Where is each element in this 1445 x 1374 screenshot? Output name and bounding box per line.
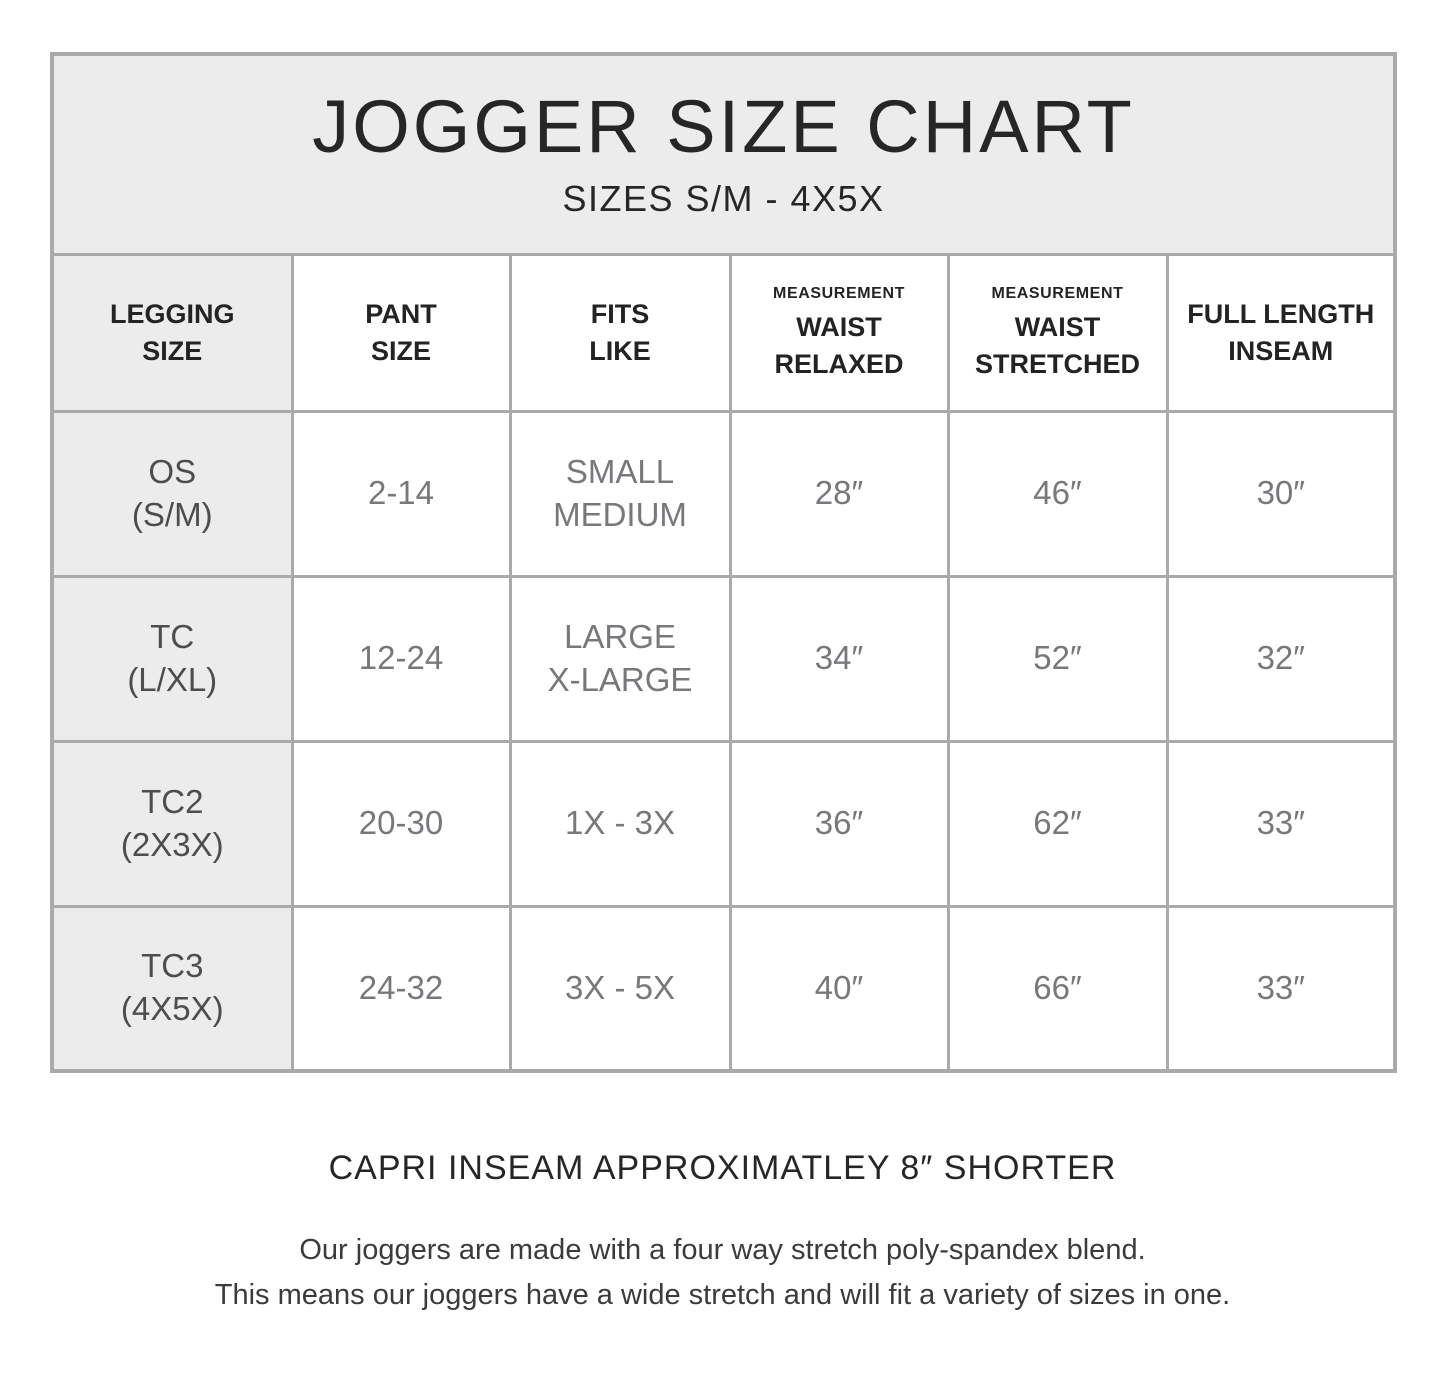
fabric-description-line1: Our joggers are made with a four way str… (299, 1234, 1146, 1266)
column-header-full-length-inseam: FULL LENGTH INSEAM (1165, 252, 1397, 413)
cell-full-length-inseam: 32″ (1165, 574, 1397, 743)
fabric-description: Our joggers are made with a four way str… (50, 1228, 1395, 1318)
column-header-row: LEGGING SIZE PANT SIZE FITS LIKE MEASURE… (50, 252, 1397, 413)
cell-pant-size: 12-24 (290, 574, 512, 743)
size-chart-table: JOGGER SIZE CHART SIZES S/M - 4X5X LEGGI… (50, 52, 1398, 1073)
column-label: PANT SIZE (365, 299, 437, 366)
cell-waist-stretched: 52″ (946, 574, 1169, 743)
row-label-legging-size: TC (L/XL) (50, 574, 294, 743)
capri-inseam-note: CAPRI INSEAM APPROXIMATLEY 8″ SHORTER (328, 1149, 1117, 1187)
column-header-pant-size: PANT SIZE (290, 252, 512, 413)
column-overline: MEASUREMENT (773, 284, 905, 302)
cell-full-length-inseam: 33″ (1165, 904, 1397, 1073)
column-label: WAIST RELAXED (774, 312, 904, 379)
fabric-description-line2: This means our joggers have a wide stret… (214, 1279, 1231, 1311)
column-label: FULL LENGTH INSEAM (1187, 299, 1375, 366)
table-row-tc-lxl: TC (L/XL) 12-24 LARGE X-LARGE 34″ 52″ 32… (50, 574, 1397, 743)
cell-waist-stretched: 62″ (946, 739, 1169, 908)
cell-pant-size: 24-32 (290, 904, 512, 1073)
chart-title: JOGGER SIZE CHART (312, 85, 1135, 169)
table-row-tc3-4x5x: TC3 (4X5X) 24-32 3X - 5X 40″ 66″ 33″ (50, 904, 1397, 1073)
cell-waist-relaxed: 28″ (728, 409, 950, 578)
cell-fits-like: 3X - 5X (508, 904, 732, 1073)
table-row-tc2-2x3x: TC2 (2X3X) 20-30 1X - 3X 36″ 62″ 33″ (50, 739, 1397, 908)
title-band-row: JOGGER SIZE CHART SIZES S/M - 4X5X (50, 52, 1397, 256)
cell-full-length-inseam: 33″ (1165, 739, 1397, 908)
cell-fits-like: 1X - 3X (508, 739, 732, 908)
cell-waist-stretched: 66″ (946, 904, 1169, 1073)
column-header-legging-size: LEGGING SIZE (50, 252, 294, 413)
cell-waist-relaxed: 34″ (728, 574, 950, 743)
cell-waist-relaxed: 36″ (728, 739, 950, 908)
cell-waist-relaxed: 40″ (728, 904, 950, 1073)
column-label: LEGGING SIZE (109, 299, 235, 366)
title-band: JOGGER SIZE CHART SIZES S/M - 4X5X (50, 52, 1397, 256)
cell-pant-size: 20-30 (290, 739, 512, 908)
cell-waist-stretched: 46″ (946, 409, 1169, 578)
column-label: FITS LIKE (589, 299, 651, 366)
column-header-waist-stretched: MEASUREMENT WAIST STRETCHED (946, 252, 1169, 413)
row-label-legging-size: OS (S/M) (50, 409, 294, 578)
cell-fits-like: LARGE X-LARGE (508, 574, 732, 743)
row-label-legging-size: TC3 (4X5X) (50, 904, 294, 1073)
table-row-os-sm: OS (S/M) 2-14 SMALL MEDIUM 28″ 46″ 30″ (50, 409, 1397, 578)
cell-fits-like: SMALL MEDIUM (508, 409, 732, 578)
row-label-legging-size: TC2 (2X3X) (50, 739, 294, 908)
column-overline: MEASUREMENT (991, 284, 1124, 302)
column-header-waist-relaxed: MEASUREMENT WAIST RELAXED (728, 252, 950, 413)
chart-subtitle: SIZES S/M - 4X5X (562, 178, 885, 220)
column-header-fits-like: FITS LIKE (508, 252, 732, 413)
column-label: WAIST STRETCHED (974, 312, 1140, 379)
cell-pant-size: 2-14 (290, 409, 512, 578)
cell-full-length-inseam: 30″ (1165, 409, 1397, 578)
